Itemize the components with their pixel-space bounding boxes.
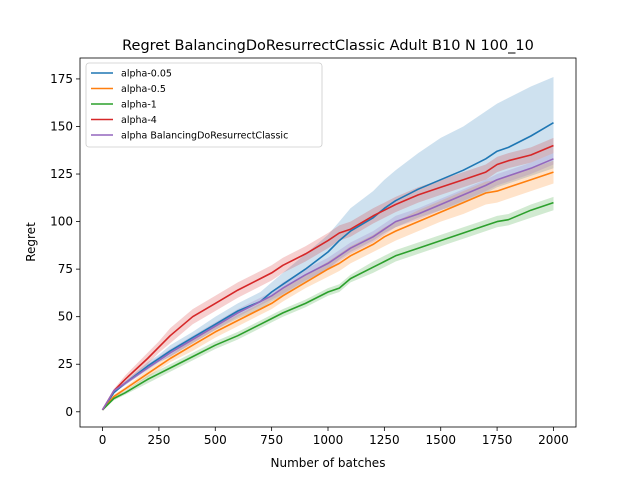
y-tick-label: 75 — [58, 262, 73, 276]
line-alpha-1 — [101, 201, 554, 411]
x-axis-label: Number of batches — [271, 456, 386, 470]
y-tick-label: 125 — [50, 167, 73, 181]
x-tick-label: 750 — [260, 433, 283, 447]
x-tick-label: 500 — [204, 433, 227, 447]
band-alpha-balancingdoresurrectclassic — [102, 153, 554, 410]
legend-entry: alpha-0.05 — [121, 69, 172, 80]
y-axis-label: Regret — [24, 222, 38, 262]
legend-entry: alpha-4 — [121, 115, 157, 126]
line-alpha-0-5 — [101, 171, 554, 411]
band-alpha-0-5 — [102, 160, 554, 410]
x-tick-label: 1000 — [313, 433, 344, 447]
y-tick-label: 100 — [50, 215, 73, 229]
legend: alpha-0.05 alpha-0.5 alpha-1 alpha-4 alpha B… — [85, 62, 323, 148]
x-tick-label: 0 — [99, 433, 107, 447]
legend-entry: alpha-0.5 — [121, 84, 166, 95]
band-alpha-4 — [102, 137, 554, 410]
line-alpha-0-05 — [101, 122, 554, 411]
x-axis-ticks: 0 250 500 750 1000 1250 1500 1750 2000 — [99, 427, 569, 447]
x-tick-label: 250 — [147, 433, 170, 447]
x-tick-label: 1500 — [425, 433, 456, 447]
legend-box — [85, 62, 323, 148]
y-tick-label: 150 — [50, 119, 73, 133]
line-alpha-4 — [101, 144, 554, 411]
y-tick-label: 175 — [50, 72, 73, 86]
band-alpha-1 — [102, 196, 554, 410]
legend-entry: alpha BalancingDoResurrectClassic — [121, 131, 288, 142]
chart-title: Regret BalancingDoResurrectClassic Adult… — [122, 38, 534, 54]
line-alpha-balancingdoresurrectclassic — [101, 158, 554, 411]
y-tick-label: 25 — [58, 357, 73, 371]
legend-entry: alpha-1 — [121, 100, 157, 111]
series-lines — [101, 122, 554, 411]
x-tick-label: 1750 — [482, 433, 513, 447]
y-tick-label: 0 — [65, 405, 73, 419]
y-axis-ticks: 0 25 50 75 100 125 150 175 — [50, 72, 80, 419]
x-tick-label: 2000 — [538, 433, 569, 447]
x-tick-label: 1250 — [369, 433, 400, 447]
y-tick-label: 50 — [58, 310, 73, 324]
